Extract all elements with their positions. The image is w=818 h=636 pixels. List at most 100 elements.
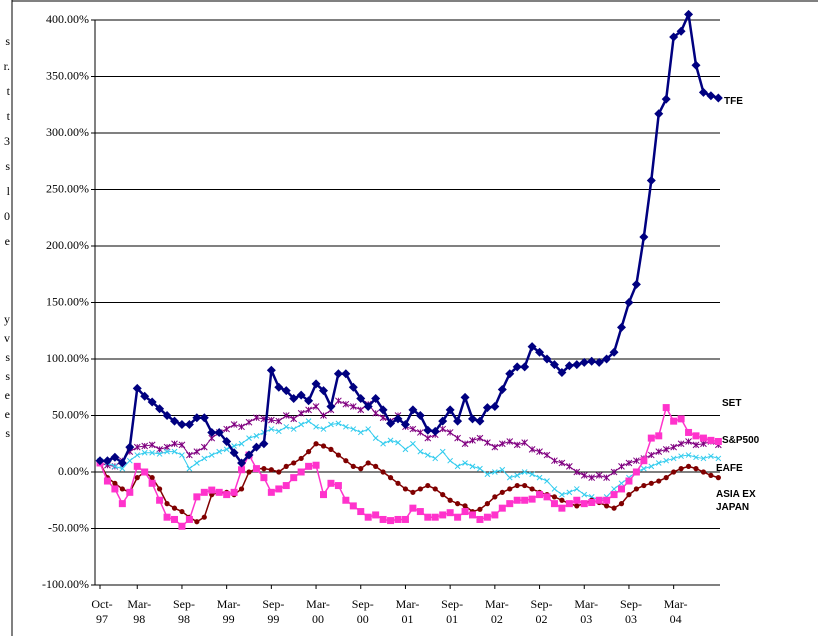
marker bbox=[186, 451, 193, 459]
marker bbox=[439, 425, 447, 433]
marker bbox=[692, 441, 700, 449]
x-tick-label: Sep- 03 bbox=[619, 597, 642, 626]
marker bbox=[335, 397, 342, 405]
marker bbox=[358, 466, 364, 472]
marker bbox=[275, 417, 283, 425]
marker bbox=[559, 491, 565, 498]
marker bbox=[580, 472, 588, 479]
marker bbox=[387, 517, 395, 525]
marker bbox=[445, 405, 455, 415]
marker bbox=[521, 469, 528, 475]
marker bbox=[625, 477, 633, 485]
marker bbox=[208, 452, 215, 458]
marker bbox=[491, 511, 499, 519]
marker bbox=[713, 93, 723, 103]
marker bbox=[460, 392, 470, 402]
marker bbox=[162, 411, 172, 420]
marker bbox=[290, 474, 298, 482]
marker bbox=[320, 443, 327, 449]
marker bbox=[290, 415, 298, 423]
marker bbox=[357, 508, 365, 516]
marker bbox=[691, 60, 701, 70]
marker bbox=[387, 437, 394, 444]
marker bbox=[290, 426, 297, 432]
marker bbox=[574, 503, 580, 509]
series-label: TFE bbox=[724, 96, 743, 107]
marker bbox=[477, 465, 483, 472]
marker bbox=[112, 480, 118, 486]
side-text: s bbox=[5, 369, 10, 383]
marker bbox=[230, 421, 238, 428]
marker bbox=[447, 497, 453, 503]
marker bbox=[700, 440, 707, 448]
marker bbox=[430, 426, 440, 436]
marker bbox=[342, 423, 349, 430]
marker bbox=[193, 460, 200, 466]
marker bbox=[499, 466, 506, 473]
marker bbox=[425, 482, 431, 489]
marker bbox=[626, 492, 632, 498]
marker bbox=[297, 468, 305, 476]
marker bbox=[431, 513, 439, 521]
marker bbox=[648, 463, 655, 470]
y-tick-label: 100.00% bbox=[46, 351, 89, 365]
marker bbox=[141, 442, 149, 450]
marker bbox=[164, 501, 170, 507]
marker bbox=[320, 412, 327, 419]
marker bbox=[655, 460, 662, 466]
marker bbox=[216, 448, 223, 455]
marker bbox=[140, 391, 150, 401]
marker bbox=[363, 401, 373, 411]
y-tick-label: 0.00% bbox=[58, 464, 89, 478]
marker bbox=[609, 347, 619, 357]
marker bbox=[349, 403, 357, 410]
marker bbox=[402, 486, 409, 492]
marker bbox=[499, 489, 505, 495]
marker bbox=[507, 486, 513, 492]
series bbox=[97, 418, 722, 504]
series bbox=[96, 397, 722, 482]
marker bbox=[536, 491, 544, 499]
marker bbox=[373, 463, 379, 469]
marker bbox=[491, 443, 499, 451]
marker bbox=[544, 478, 550, 484]
marker bbox=[446, 509, 454, 517]
marker bbox=[512, 362, 522, 372]
marker bbox=[117, 458, 127, 468]
marker bbox=[483, 513, 491, 521]
marker bbox=[454, 513, 462, 521]
marker bbox=[581, 491, 588, 498]
marker bbox=[253, 414, 260, 422]
marker bbox=[378, 405, 388, 415]
marker bbox=[572, 360, 582, 370]
marker bbox=[380, 469, 386, 475]
marker bbox=[261, 466, 267, 472]
marker bbox=[408, 405, 418, 415]
marker bbox=[535, 347, 545, 357]
series bbox=[95, 9, 723, 468]
marker bbox=[656, 478, 662, 484]
marker bbox=[110, 452, 120, 462]
marker bbox=[461, 508, 469, 516]
marker bbox=[147, 397, 157, 407]
marker bbox=[274, 382, 284, 392]
marker bbox=[640, 465, 647, 472]
marker bbox=[685, 428, 693, 436]
marker bbox=[275, 485, 283, 493]
marker bbox=[402, 446, 409, 453]
side-text: e bbox=[4, 407, 10, 421]
marker bbox=[251, 442, 261, 452]
marker bbox=[604, 503, 610, 509]
side-text: v bbox=[4, 331, 10, 345]
marker bbox=[297, 409, 305, 417]
marker bbox=[148, 479, 156, 487]
marker bbox=[312, 403, 320, 410]
marker bbox=[266, 365, 276, 375]
marker bbox=[610, 491, 618, 499]
marker bbox=[610, 468, 618, 476]
marker bbox=[238, 440, 245, 447]
marker bbox=[267, 488, 275, 496]
marker bbox=[641, 482, 647, 489]
